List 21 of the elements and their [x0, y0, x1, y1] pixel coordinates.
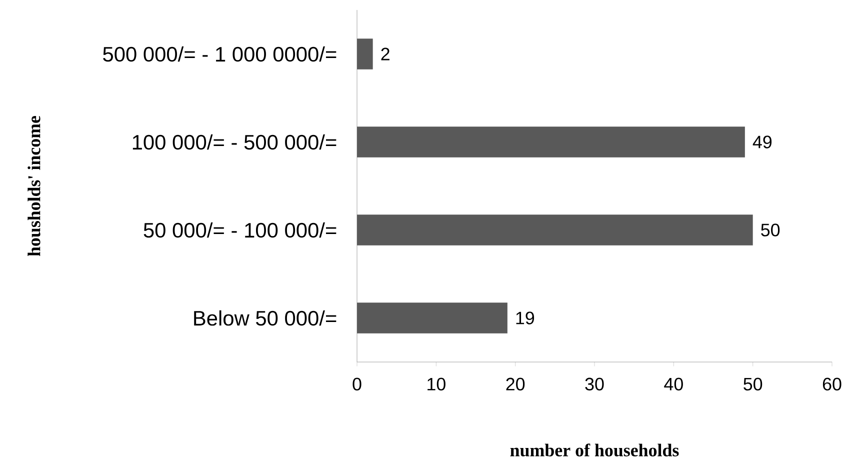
bar	[357, 38, 373, 70]
y-tick-label: 500 000/= - 1 000 0000/=	[103, 46, 336, 62]
x-tick-label: 10	[428, 378, 446, 390]
x-tick-label: 50	[744, 378, 762, 390]
x-tick-label: 20	[506, 378, 525, 390]
y-tick-label: 50 000/= - 100 000/=	[144, 222, 336, 238]
x-axis-title: number of households	[510, 444, 679, 456]
data-label: 19	[516, 312, 534, 324]
x-tick-label: 30	[585, 378, 604, 390]
x-tick-label: 60	[822, 378, 842, 390]
data-label: 49	[752, 136, 772, 148]
bar	[357, 126, 745, 158]
bar	[357, 214, 753, 246]
data-label: 2	[381, 48, 390, 60]
data-label: 50	[761, 224, 780, 236]
x-tick-label: 40	[664, 378, 683, 390]
y-tick-label: Below 50 000/=	[194, 310, 336, 326]
y-axis-title: housholds' income	[28, 116, 40, 256]
x-tick-label: 0	[352, 378, 362, 390]
bar	[357, 302, 508, 334]
y-tick-label: 100 000/= - 500 000/=	[132, 134, 336, 150]
